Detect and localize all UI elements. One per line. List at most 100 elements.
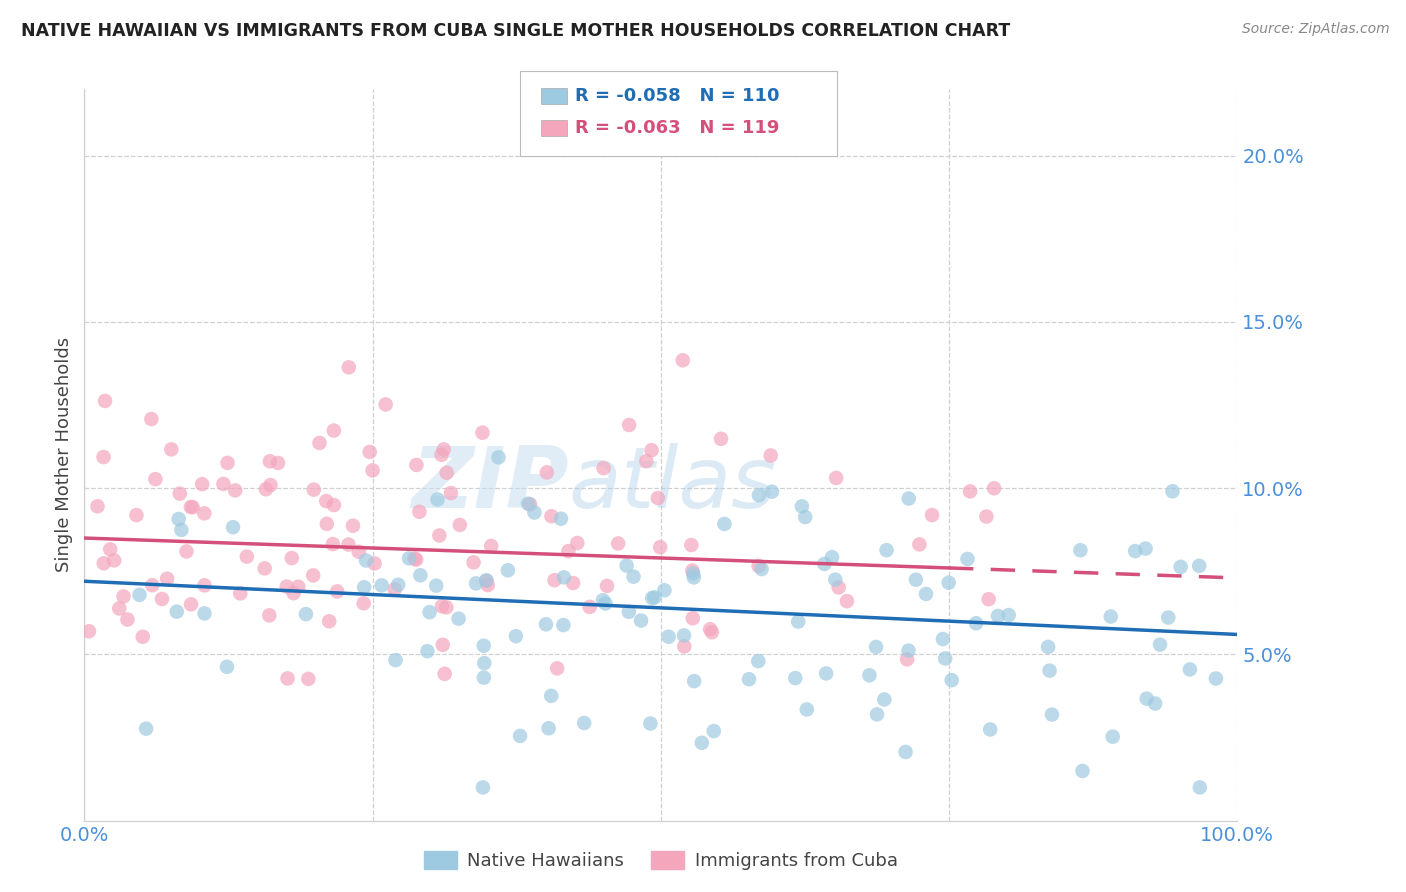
Point [761,484,783,499]
Text: R = -0.058   N = 110: R = -0.058 N = 110 [575,87,779,105]
Point [858,668,880,682]
Point [347,545,370,559]
Text: Source: ZipAtlas.com: Source: ZipAtlas.com [1241,22,1389,37]
Point [359,445,381,459]
Point [405,552,427,566]
Point [592,461,614,475]
Point [181,500,204,515]
Point [302,483,325,497]
Point [713,516,735,531]
Point [353,580,375,594]
Point [690,736,713,750]
Point [259,478,281,492]
Point [1170,559,1192,574]
Point [254,482,277,496]
Point [567,536,589,550]
Point [419,605,441,619]
Point [426,492,449,507]
Point [865,640,887,654]
Point [405,458,427,472]
Point [825,471,848,485]
Point [979,723,1001,737]
Point [180,500,202,514]
Point [557,544,579,558]
Y-axis label: Single Mother Households: Single Mother Households [55,337,73,573]
Point [342,518,364,533]
Point [934,651,956,665]
Point [496,563,519,577]
Point [540,509,562,524]
Text: R = -0.063   N = 119: R = -0.063 N = 119 [575,119,779,136]
Point [103,553,125,567]
Point [193,507,215,521]
Point [595,597,617,611]
Point [703,724,725,739]
Point [681,564,703,578]
Point [540,689,562,703]
Point [748,558,770,573]
Point [132,630,155,644]
Point [259,608,281,623]
Point [430,448,453,462]
Point [1149,638,1171,652]
Point [553,570,575,584]
Point [517,497,540,511]
Point [447,612,470,626]
Point [276,580,298,594]
Point [318,615,340,629]
Point [1135,541,1157,556]
Point [108,601,131,615]
Text: atlas: atlas [568,442,776,525]
Point [672,353,695,368]
Point [616,558,638,573]
Point [876,543,898,558]
Point [224,483,246,498]
Point [578,599,600,614]
Point [425,579,447,593]
Point [574,716,596,731]
Point [280,551,302,566]
Point [785,671,807,685]
Point [253,561,276,575]
Point [796,702,818,716]
Point [1188,780,1211,795]
Point [160,442,183,457]
Point [193,607,215,621]
Point [471,425,494,440]
Point [904,573,927,587]
Point [408,505,430,519]
Text: ZIP: ZIP [411,442,568,525]
Point [987,608,1010,623]
Point [738,672,761,686]
Point [534,617,557,632]
Point [384,653,406,667]
Point [125,508,148,522]
Point [1136,691,1159,706]
Point [1144,697,1167,711]
Point [180,597,202,611]
Point [1188,558,1211,573]
Point [477,578,499,592]
Point [965,616,987,631]
Point [636,454,658,468]
Point [277,672,299,686]
Point [472,656,495,670]
Point [217,456,239,470]
Point [430,599,453,614]
Point [523,506,546,520]
Point [475,573,498,587]
Point [267,456,290,470]
Point [537,721,560,735]
Point [896,652,918,666]
Point [384,582,406,597]
Point [222,520,245,534]
Point [434,600,457,615]
Point [322,537,344,551]
Point [553,618,575,632]
Point [374,397,396,411]
Point [141,412,163,426]
Point [112,590,135,604]
Point [1036,640,1059,654]
Point [229,586,252,600]
Point [433,666,456,681]
